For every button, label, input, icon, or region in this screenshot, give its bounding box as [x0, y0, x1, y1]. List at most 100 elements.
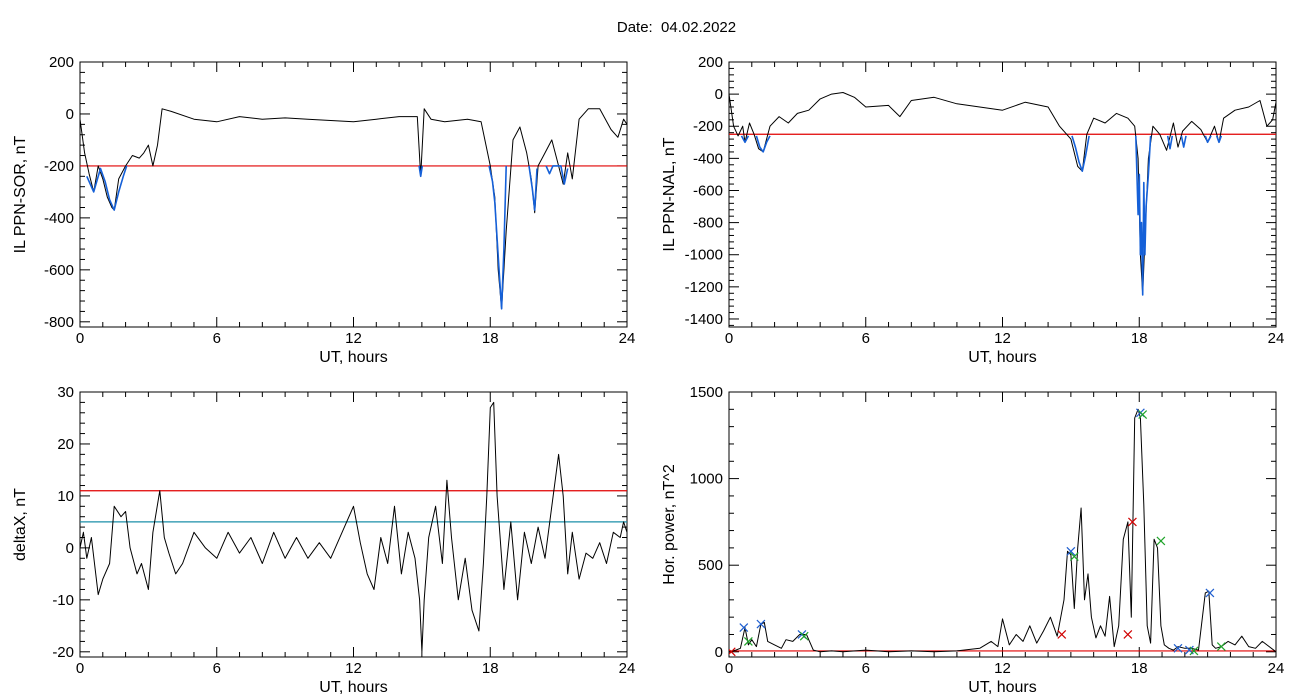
highlight-segment [545, 165, 569, 185]
x-marker-stroke [1216, 642, 1226, 652]
x-marker-stroke [1205, 588, 1215, 598]
y-tick-label: -20 [52, 644, 74, 661]
y-tick-label: 10 [57, 488, 74, 505]
plot-frame [728, 391, 1277, 658]
x-marker-stroke [1184, 645, 1194, 655]
y-tick-label: 20 [57, 436, 74, 453]
y-tick-label: -800 [44, 314, 74, 331]
chart-panel-deltax: 0 6 12 18 24 30 20 10 0 -10 -20 UT, hours deltaX, nT [12, 384, 635, 696]
x-marker [1127, 517, 1137, 527]
x-tick-label: 24 [619, 330, 636, 347]
plot-area [729, 408, 1276, 657]
y-tick-label: -1400 [685, 311, 723, 328]
plot-area [80, 401, 627, 653]
x-marker-stroke [1189, 646, 1199, 656]
highlight-segment [1204, 135, 1212, 144]
x-marker-stroke [756, 619, 766, 629]
highlight-segment [1135, 135, 1152, 296]
highlight-segment [1215, 135, 1223, 144]
x-tick-label: 24 [1268, 330, 1285, 347]
x-tick-label: 24 [1268, 660, 1285, 677]
data-trace [729, 408, 1276, 653]
y-axis-title: deltaX, nT [12, 488, 29, 561]
x-tick-label: 0 [725, 660, 733, 677]
chart-panel-sor: 0 6 12 18 24 200 0 -200 -400 -600 -800 UT, hours IL … [12, 54, 635, 366]
x-marker [799, 631, 809, 641]
x-marker-stroke [1173, 643, 1183, 653]
y-axis-title: IL PPN-SOR, nT [12, 135, 29, 253]
x-marker [743, 636, 753, 646]
y-axis-title: IL PPN-NAL, nT [661, 137, 678, 251]
y-tick-label: -200 [44, 158, 74, 175]
x-tick-label: 0 [725, 330, 733, 347]
y-tick-label: 0 [715, 86, 723, 103]
x-marker [1156, 536, 1166, 546]
x-marker-stroke [1123, 630, 1133, 639]
y-tick-label: -1200 [685, 279, 723, 296]
data-trace [80, 108, 627, 310]
x-marker-stroke [729, 647, 736, 655]
plot-frame [79, 61, 628, 328]
x-marker-stroke [743, 636, 753, 646]
highlight-segment [86, 165, 128, 211]
highlight-segment [1180, 135, 1187, 148]
highlight-segment [740, 135, 750, 144]
x-tick-label: 18 [1131, 660, 1148, 677]
y-tick-label: -800 [693, 215, 723, 232]
x-marker [1123, 630, 1133, 639]
x-marker-stroke [1069, 552, 1079, 561]
x-marker [1057, 630, 1067, 639]
x-marker-stroke [1127, 517, 1137, 527]
x-tick-label: 12 [345, 330, 362, 347]
x-marker-stroke [1156, 536, 1166, 546]
x-tick-label: 24 [619, 660, 636, 677]
x-tick-label: 18 [482, 660, 499, 677]
x-tick-label: 18 [482, 330, 499, 347]
y-tick-label: -400 [44, 210, 74, 227]
plot-area [729, 92, 1276, 296]
highlight-segment [418, 165, 424, 178]
x-tick-label: 0 [76, 660, 84, 677]
x-tick-label: 6 [862, 660, 870, 677]
y-tick-label: 0 [66, 540, 74, 557]
plot-frame [728, 61, 1277, 328]
x-marker [1189, 646, 1199, 656]
x-marker-stroke [739, 623, 749, 632]
x-axis-title: UT, hours [968, 349, 1036, 366]
x-marker-stroke [1057, 630, 1067, 639]
x-tick-label: 0 [76, 330, 84, 347]
x-marker [1205, 588, 1215, 598]
x-marker [729, 647, 736, 657]
x-tick-label: 18 [1131, 330, 1148, 347]
data-trace [729, 92, 1276, 296]
y-tick-label: -400 [693, 150, 723, 167]
chart-panel-power: 0 6 12 18 24 1500 1000 500 0 UT, hours Hor. power,… [661, 384, 1284, 696]
x-marker [1069, 552, 1079, 561]
x-axis-title: UT, hours [319, 679, 387, 696]
x-tick-label: 6 [213, 660, 221, 677]
x-tick-label: 6 [862, 330, 870, 347]
x-marker [739, 623, 749, 632]
x-tick-label: 12 [345, 660, 362, 677]
x-tick-label: 12 [994, 660, 1011, 677]
figure-title: Date: 04.02.2022 [616, 19, 737, 36]
x-marker [1066, 546, 1076, 556]
highlight-segment [1071, 135, 1090, 172]
y-tick-label: 1000 [690, 471, 723, 488]
y-tick-label: 200 [698, 54, 723, 71]
x-tick-label: 12 [994, 330, 1011, 347]
highlight-segment [755, 135, 771, 153]
y-tick-label: -1000 [685, 247, 723, 264]
y-tick-label: 200 [49, 54, 74, 71]
x-marker [1173, 643, 1183, 653]
chart-panel-nal: 0 6 12 18 24 200 0 -200 -400 -600 -800 -1000 -1200 -1… [661, 54, 1284, 366]
y-tick-label: -600 [44, 262, 74, 279]
y-tick-label: 0 [715, 644, 723, 661]
plot-frame [79, 391, 628, 658]
y-tick-label: 500 [698, 557, 723, 574]
x-marker-stroke [799, 631, 809, 641]
x-marker [1138, 410, 1148, 419]
x-axis-title: UT, hours [319, 349, 387, 366]
x-marker-stroke [1066, 546, 1076, 556]
